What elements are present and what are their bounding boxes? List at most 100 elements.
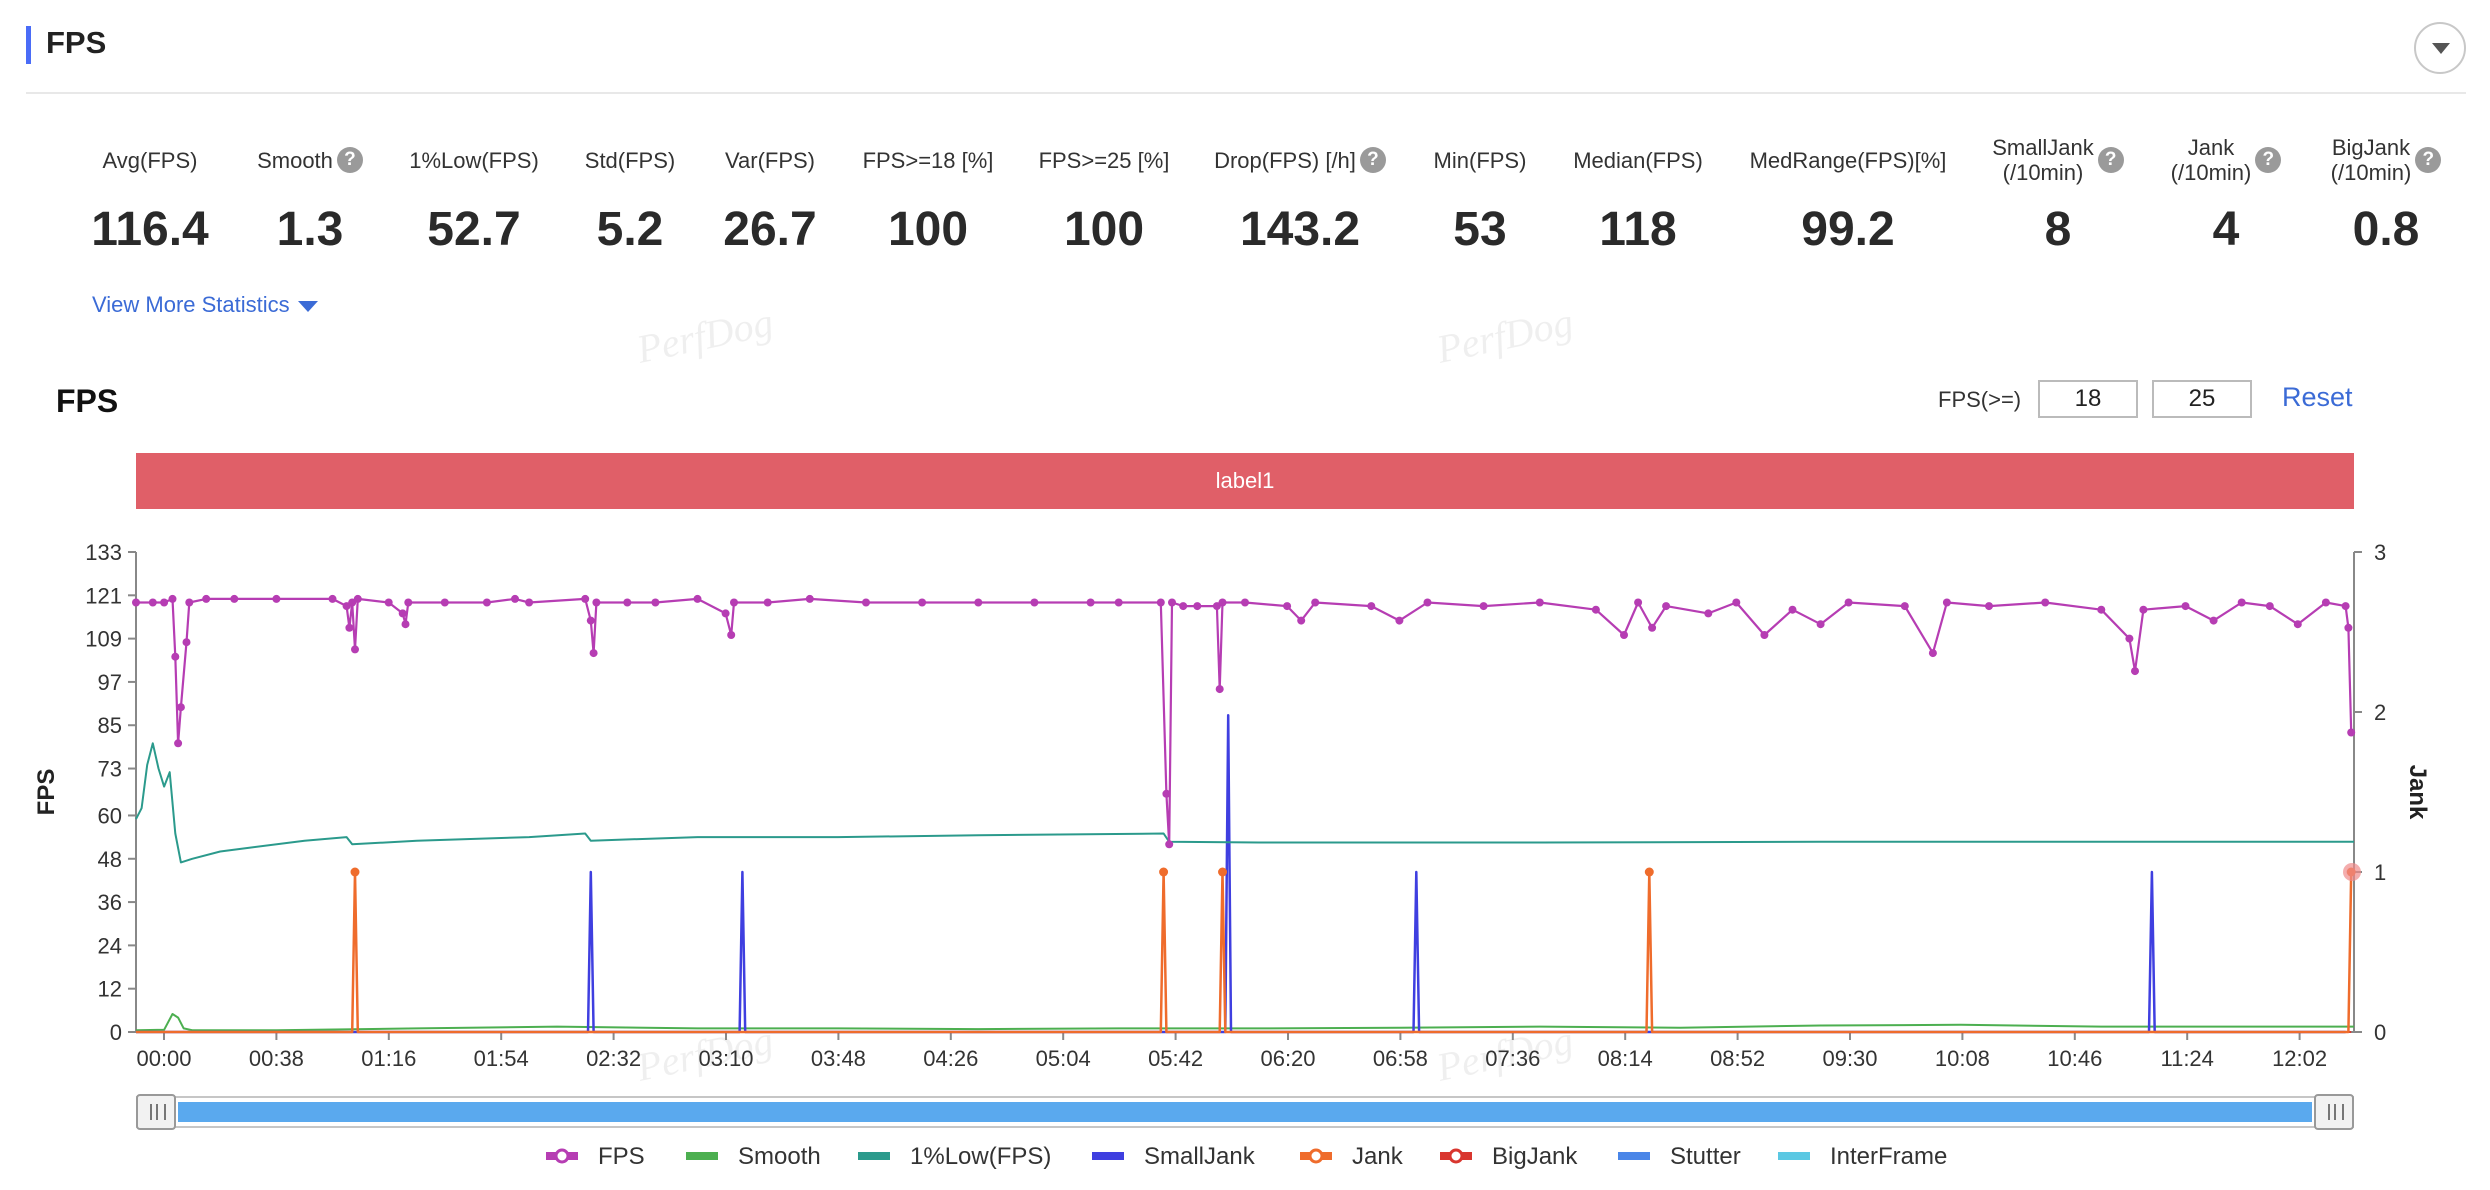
x-tick-label: 12:02: [2272, 1046, 2327, 1071]
fps-point: [440, 598, 449, 607]
stat-value: 52.7: [427, 203, 521, 256]
fps-point: [1900, 602, 1909, 611]
fps-point: [230, 594, 239, 603]
help-icon[interactable]: ?: [2097, 147, 2124, 173]
fps-point: [1215, 685, 1224, 694]
stat-value: 5.2: [596, 203, 664, 256]
fps-point: [1760, 631, 1769, 639]
help-icon[interactable]: ?: [1359, 147, 1386, 173]
stat-label-text: Jank (/10min): [2170, 135, 2252, 185]
chart-title: FPS: [56, 383, 119, 419]
y2-tick-label: 0: [2374, 1020, 2386, 1045]
view-more-statistics-link[interactable]: View More Statistics: [92, 292, 318, 318]
stat-1: Smooth? 1.3: [200, 130, 420, 257]
fps-point: [1030, 598, 1039, 607]
x-tick-label: 08:52: [1710, 1046, 1765, 1071]
stat-11: SmallJank (/10min)? 8: [1948, 130, 2168, 257]
title-accent-bar: [26, 26, 31, 64]
slider-left-handle[interactable]: [136, 1094, 176, 1130]
legend-swatch: [1092, 1152, 1124, 1160]
stat-label-text: Drop(FPS) [/h]: [1214, 147, 1356, 173]
fps-point: [404, 598, 413, 607]
fps-series-line: [136, 597, 2353, 846]
help-icon[interactable]: ?: [336, 147, 363, 173]
stat-0: Avg(FPS) 116.4: [40, 130, 260, 257]
y-tick-label: 12: [98, 977, 122, 1002]
legend-marker: [1308, 1148, 1324, 1164]
fps-threshold-input-2[interactable]: [2152, 380, 2252, 418]
fps-threshold-input-1[interactable]: [2038, 380, 2138, 418]
fps-point: [2209, 616, 2218, 625]
watermark: PerfDog: [632, 299, 777, 372]
fps-point: [589, 649, 598, 658]
stat-label: Drop(FPS) [/h]?: [1190, 130, 1410, 190]
legend-label: Stutter: [1670, 1143, 1741, 1170]
legend-label: BigJank: [1492, 1143, 1578, 1170]
fps-point: [2293, 620, 2302, 629]
stat-value: 4: [2212, 203, 2240, 256]
reset-button[interactable]: Reset: [2282, 382, 2353, 412]
legend-label: Jank: [1352, 1143, 1404, 1170]
help-icon[interactable]: ?: [2255, 147, 2282, 173]
x-tick-label: 01:54: [474, 1046, 529, 1071]
jank-point: [350, 867, 360, 877]
fps-point: [482, 598, 491, 607]
stat-5: FPS>=18 [%] 100: [818, 130, 1038, 257]
slider-right-handle[interactable]: [2314, 1094, 2354, 1130]
smooth-series-line: [135, 1013, 2354, 1032]
fps-point: [202, 594, 211, 603]
fps-point: [1241, 598, 1249, 607]
fps-point: [2139, 605, 2148, 614]
fps-point: [730, 598, 738, 607]
fps-point: [862, 598, 870, 607]
stat-label: Std(FPS): [520, 130, 740, 190]
time-range-slider[interactable]: [136, 1094, 2354, 1130]
legend-label: FPS: [598, 1143, 645, 1170]
fps-point: [384, 598, 393, 607]
view-more-label: View More Statistics: [92, 292, 290, 317]
x-tick-label: 04:26: [923, 1046, 978, 1071]
stat-label-text: Avg(FPS): [102, 147, 198, 173]
legend-label: Smooth: [738, 1143, 821, 1170]
stat-label: 1%Low(FPS): [364, 130, 584, 190]
stat-value: 26.7: [723, 203, 817, 256]
y-tick-label: 73: [98, 757, 122, 782]
stat-label: Avg(FPS): [40, 130, 260, 190]
fps-point: [1156, 598, 1165, 607]
stat-label: Smooth?: [200, 130, 420, 190]
x-tick-label: 10:46: [2047, 1046, 2102, 1071]
slider-selected-range: [178, 1102, 2312, 1122]
stat-label-text: Median(FPS): [1573, 147, 1703, 173]
help-icon[interactable]: ?: [2415, 147, 2442, 173]
stat-label: FPS>=18 [%]: [818, 130, 1038, 190]
legend-label: InterFrame: [1830, 1143, 1947, 1170]
stat-label: BigJank (/10min)?: [2276, 130, 2490, 190]
legend-marker: [554, 1148, 570, 1164]
legend-label: 1%Low(FPS): [910, 1143, 1051, 1170]
stat-value: 143.2: [1239, 203, 1361, 256]
stat-value: 8: [2044, 203, 2072, 256]
jank-point: [1218, 867, 1228, 877]
fps-point: [974, 598, 983, 607]
fps-point: [1479, 602, 1488, 611]
fps-point: [1535, 598, 1544, 607]
fps-point: [2131, 667, 2139, 676]
fps-point: [160, 598, 169, 607]
fps-point: [174, 739, 183, 748]
fps-point: [1928, 649, 1937, 658]
stat-label-text: Min(FPS): [1433, 147, 1527, 173]
x-tick-label: 03:48: [811, 1046, 866, 1071]
fps-point: [1591, 605, 1600, 614]
collapse-button[interactable]: [2414, 22, 2466, 74]
stat-value: 100: [887, 203, 969, 256]
label-band[interactable]: label1: [136, 453, 2354, 509]
fps-point: [1423, 598, 1432, 607]
fps-point: [1844, 598, 1853, 607]
fps-point: [1179, 602, 1188, 611]
fps-point: [2097, 605, 2106, 614]
fps-point: [763, 598, 772, 607]
stat-3: Std(FPS) 5.2: [520, 130, 740, 257]
fps-point: [1283, 602, 1292, 611]
stat-8: Min(FPS) 53: [1370, 130, 1590, 257]
fps-point: [1168, 598, 1176, 607]
